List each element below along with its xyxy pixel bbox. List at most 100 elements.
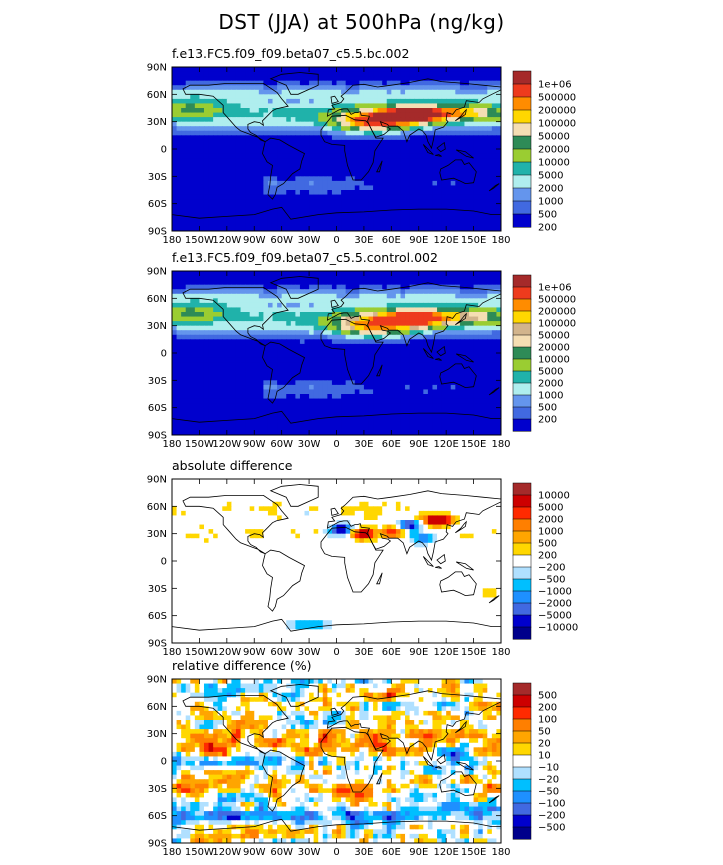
x-tick-label: 180 xyxy=(162,235,181,246)
x-tick-label: 120E xyxy=(433,647,458,658)
colorbar-swatch xyxy=(512,109,532,124)
x-tick-label: 120E xyxy=(433,847,458,858)
colorbar-swatch xyxy=(512,394,532,408)
x-tick-label: 90E xyxy=(409,847,428,858)
y-tick-label: 30S xyxy=(148,784,167,795)
colorbar-label: 20000 xyxy=(538,343,570,354)
colorbar-swatch xyxy=(512,518,532,532)
colorbar-swatch xyxy=(512,790,532,804)
colorbar-swatch xyxy=(512,694,532,708)
coastline xyxy=(488,387,500,396)
colorbar-swatch xyxy=(512,578,532,592)
colorbar-swatch xyxy=(512,96,532,111)
colorbar-label: −200 xyxy=(538,563,565,574)
y-tick-label: 60N xyxy=(147,90,167,101)
coastline xyxy=(320,114,384,181)
x-tick-label: 180 xyxy=(491,847,510,858)
coastline xyxy=(182,695,289,755)
colorbar-label: 20 xyxy=(538,739,551,750)
colorbar-label: 200 xyxy=(538,703,557,714)
colorbar-label: 500000 xyxy=(538,295,576,306)
colorbar-swatch xyxy=(512,70,532,85)
colorbar-swatch xyxy=(512,494,532,508)
panel-4-coastlines xyxy=(172,684,501,832)
y-tick-label: 90S xyxy=(148,431,167,442)
x-tick-label: 30E xyxy=(354,439,373,450)
y-tick-label: 0 xyxy=(161,145,167,156)
colorbar-label: 1000 xyxy=(538,197,563,208)
coastline xyxy=(439,571,477,597)
x-tick-label: 60W xyxy=(270,235,293,246)
colorbar-swatch xyxy=(512,174,532,189)
coastline xyxy=(422,556,434,567)
x-tick-label: 60E xyxy=(382,439,401,450)
colorbar-label: −5000 xyxy=(538,611,572,622)
colorbar-swatch xyxy=(512,566,532,580)
colorbar-swatch xyxy=(512,802,532,816)
colorbar-label: 2000 xyxy=(538,379,563,390)
colorbar-swatch xyxy=(512,135,532,150)
x-tick-label: 180 xyxy=(162,847,181,858)
x-tick-label: 150W xyxy=(185,439,214,450)
panel-2-title: f.e13.FC5.f09_f09.beta07_c5.5.control.00… xyxy=(172,250,438,265)
x-tick-label: 180 xyxy=(162,439,181,450)
coastline xyxy=(435,358,442,361)
colorbar-swatch xyxy=(512,814,532,828)
coastline xyxy=(435,154,442,157)
x-tick-label: 120W xyxy=(212,235,241,246)
coastline xyxy=(436,345,446,357)
y-tick-label: 30N xyxy=(147,529,167,540)
coastline xyxy=(172,410,501,424)
coastline xyxy=(455,520,467,534)
colorbar-swatch xyxy=(512,298,532,312)
coastline xyxy=(455,561,474,571)
colorbar-swatch xyxy=(512,274,532,288)
coastline xyxy=(262,341,305,404)
colorbar-label: 500 xyxy=(538,210,557,221)
coastline xyxy=(172,818,501,832)
coastline xyxy=(262,749,305,812)
x-tick-label: 60W xyxy=(270,847,293,858)
coastline xyxy=(422,756,434,767)
colorbar-swatch xyxy=(512,213,532,228)
coastline xyxy=(320,318,384,385)
coastline xyxy=(488,795,500,804)
colorbar-label: 200 xyxy=(538,551,557,562)
colorbar-swatch xyxy=(512,826,532,840)
x-tick-label: 60E xyxy=(382,647,401,658)
coastline xyxy=(269,484,319,507)
colorbar-swatch xyxy=(512,187,532,202)
y-tick-label: 90S xyxy=(148,227,167,238)
coastline xyxy=(376,364,383,377)
x-tick-label: 0 xyxy=(333,439,339,450)
colorbar-label: −200 xyxy=(538,811,565,822)
colorbar-label: 10 xyxy=(538,751,551,762)
colorbar-label: −50 xyxy=(538,787,559,798)
colorbar-label: 500 xyxy=(538,403,557,414)
coastline xyxy=(172,618,501,632)
y-tick-label: 90N xyxy=(147,63,167,74)
y-tick-label: 60S xyxy=(148,811,167,822)
colorbar-label: −10000 xyxy=(538,623,578,634)
coastline xyxy=(269,276,319,299)
panel-1-title: f.e13.FC5.f09_f09.beta07_c5.5.bc.002 xyxy=(172,46,410,61)
x-tick-label: 60E xyxy=(382,235,401,246)
coastline xyxy=(376,772,383,785)
x-tick-label: 150E xyxy=(461,235,486,246)
coastline xyxy=(376,572,383,585)
colorbar-swatch xyxy=(512,122,532,137)
x-tick-label: 0 xyxy=(333,647,339,658)
colorbar-swatch xyxy=(512,530,532,544)
colorbar-swatch xyxy=(512,730,532,744)
coastline xyxy=(262,549,305,612)
x-tick-label: 150W xyxy=(185,847,214,858)
colorbar-label: 200 xyxy=(538,415,557,426)
x-tick-label: 30E xyxy=(354,235,373,246)
y-tick-label: 30N xyxy=(147,321,167,332)
panel-2-colorbar: 1e+0650000020000010000050000200001000050… xyxy=(512,274,576,432)
colorbar-swatch xyxy=(512,542,532,556)
